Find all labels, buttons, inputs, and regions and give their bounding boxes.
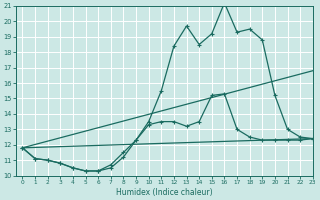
X-axis label: Humidex (Indice chaleur): Humidex (Indice chaleur) bbox=[116, 188, 213, 197]
